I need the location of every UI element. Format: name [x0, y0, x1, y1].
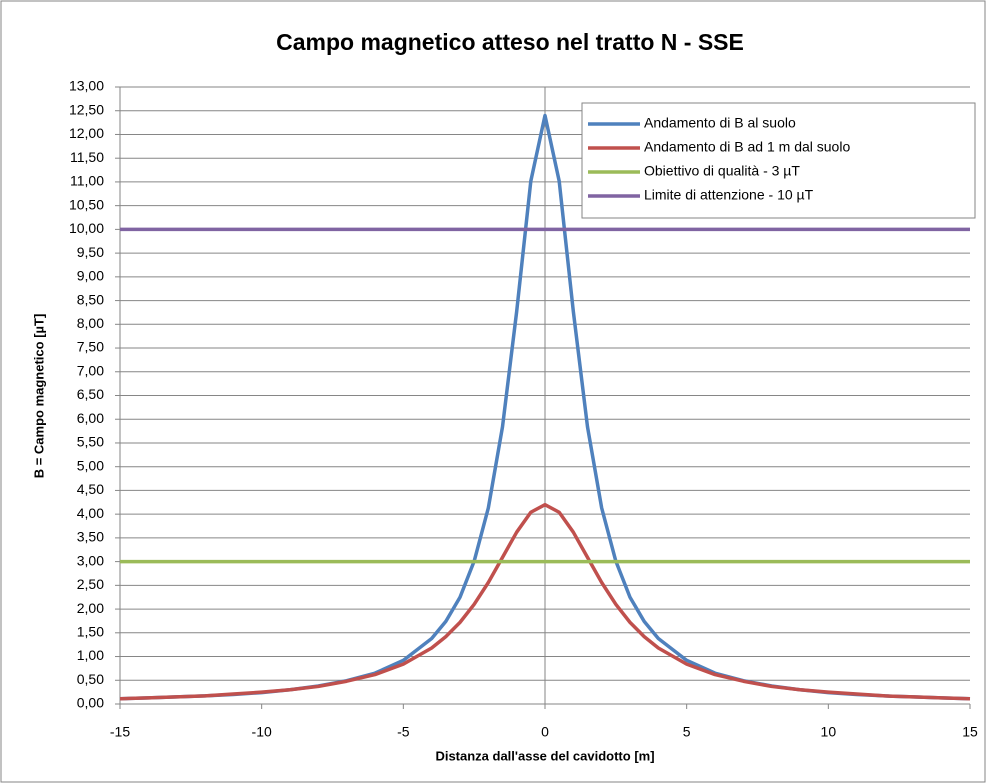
y-tick-label: 3,50 [77, 529, 104, 545]
legend-box [581, 102, 976, 219]
y-tick-label: 10,50 [69, 196, 104, 212]
y-tick-label: 6,00 [77, 410, 104, 426]
x-tick-label: -10 [252, 724, 272, 740]
y-tick-label: 11,00 [70, 173, 104, 189]
legend-label: Andamento di B ad 1 m dal suolo [644, 139, 850, 155]
y-tick-label: 10,00 [69, 220, 104, 236]
y-tick-label: 3,00 [77, 552, 104, 568]
y-tick-label: 7,50 [77, 339, 104, 355]
y-tick-label: 4,00 [77, 505, 104, 521]
x-tick-label: 15 [962, 724, 978, 740]
y-tick-label: 11,50 [70, 149, 104, 165]
y-tick-label: 0,50 [77, 671, 104, 687]
legend-label: Obiettivo di qualità - 3 µT [644, 163, 800, 179]
y-tick-label: 5,50 [77, 434, 104, 450]
y-tick-label: 2,00 [77, 600, 104, 616]
y-tick-label: 2,50 [77, 576, 104, 592]
y-tick-label: 7,00 [77, 362, 104, 378]
y-tick-label: 12,50 [69, 101, 104, 117]
chart-title: Campo magnetico atteso nel tratto N - SS… [276, 29, 744, 55]
y-tick-label: 9,50 [77, 244, 104, 260]
y-tick-label: 8,00 [77, 315, 104, 331]
x-tick-label: 10 [821, 724, 837, 740]
y-axis-label: B = Campo magnetico [µT] [31, 314, 46, 479]
y-tick-label: 0,00 [77, 695, 104, 711]
y-tick-label: 6,50 [77, 386, 104, 402]
y-tick-label: 4,50 [77, 481, 104, 497]
x-tick-label: -5 [397, 724, 410, 740]
legend-label: Andamento di B al suolo [644, 115, 796, 131]
y-tick-label: 8,50 [77, 291, 104, 307]
x-tick-label: 5 [683, 724, 691, 740]
y-tick-label: 9,00 [77, 268, 104, 284]
x-tick-label: 0 [541, 724, 549, 740]
series-line [119, 502, 971, 701]
y-tick-label: 5,00 [77, 457, 104, 473]
y-tick-label: 1,00 [77, 647, 104, 663]
y-tick-label: 13,00 [69, 78, 104, 94]
x-axis-label: Distanza dall'asse del cavidotto [m] [435, 748, 654, 763]
x-tick-label: -15 [110, 724, 130, 740]
y-tick-label: 12,00 [69, 125, 104, 141]
y-tick-label: 1,50 [77, 624, 104, 640]
legend-label: Limite di attenzione - 10 µT [644, 187, 814, 203]
